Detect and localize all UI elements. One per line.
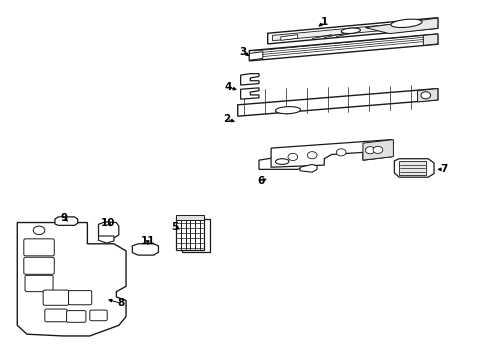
Ellipse shape: [341, 28, 360, 33]
Polygon shape: [259, 154, 307, 169]
Circle shape: [336, 149, 346, 156]
Text: 5: 5: [170, 222, 178, 232]
Polygon shape: [267, 18, 437, 44]
Circle shape: [365, 147, 374, 154]
Polygon shape: [240, 88, 259, 99]
Polygon shape: [240, 74, 259, 85]
Polygon shape: [249, 52, 263, 60]
Polygon shape: [132, 244, 158, 255]
Circle shape: [287, 153, 297, 161]
Polygon shape: [55, 217, 78, 225]
Circle shape: [307, 152, 316, 159]
Polygon shape: [280, 35, 297, 40]
Polygon shape: [393, 159, 433, 177]
FancyBboxPatch shape: [43, 290, 69, 305]
Polygon shape: [398, 161, 425, 175]
FancyBboxPatch shape: [66, 311, 86, 322]
FancyBboxPatch shape: [25, 275, 53, 292]
Circle shape: [420, 92, 430, 99]
FancyBboxPatch shape: [90, 310, 107, 321]
FancyBboxPatch shape: [68, 291, 92, 305]
Text: 10: 10: [101, 217, 115, 228]
Polygon shape: [181, 219, 209, 252]
Text: 9: 9: [61, 213, 68, 223]
Text: 7: 7: [439, 165, 447, 174]
Text: 6: 6: [257, 176, 264, 186]
Text: 4: 4: [224, 82, 232, 92]
Polygon shape: [423, 34, 437, 45]
Text: 8: 8: [117, 298, 124, 309]
FancyBboxPatch shape: [24, 257, 54, 274]
Polygon shape: [272, 21, 432, 41]
Ellipse shape: [390, 19, 421, 27]
Text: 11: 11: [140, 236, 155, 246]
Polygon shape: [176, 217, 203, 250]
Polygon shape: [237, 89, 437, 116]
FancyBboxPatch shape: [45, 309, 67, 322]
Polygon shape: [17, 222, 126, 336]
Ellipse shape: [275, 107, 300, 114]
Polygon shape: [270, 140, 391, 167]
Circle shape: [372, 146, 382, 153]
Polygon shape: [417, 89, 437, 102]
Text: 1: 1: [320, 17, 327, 27]
Ellipse shape: [275, 159, 288, 165]
Circle shape: [33, 226, 45, 235]
Polygon shape: [365, 18, 437, 33]
FancyBboxPatch shape: [24, 239, 54, 256]
Text: 3: 3: [239, 47, 246, 57]
Polygon shape: [176, 215, 203, 220]
Text: 2: 2: [223, 114, 230, 124]
Polygon shape: [98, 236, 114, 243]
Polygon shape: [362, 140, 393, 160]
Polygon shape: [300, 165, 316, 172]
Polygon shape: [249, 34, 437, 61]
Polygon shape: [98, 222, 119, 238]
